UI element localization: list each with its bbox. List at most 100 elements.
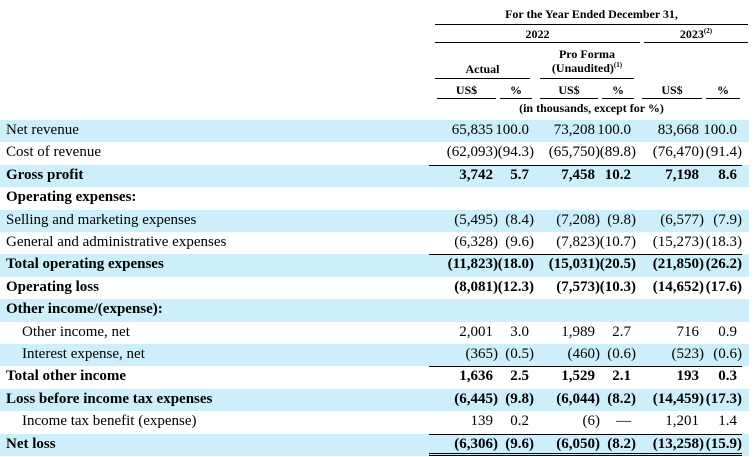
actual-header: Actual	[465, 62, 500, 76]
rule	[429, 433, 498, 435]
rule	[435, 42, 640, 43]
rule	[634, 454, 704, 456]
value-cell: (0.6)	[713, 346, 742, 362]
rule	[642, 98, 702, 99]
value-cell: 100.0	[495, 122, 529, 138]
row-label: Total other income	[6, 368, 126, 385]
rule	[698, 452, 742, 454]
table-row: Cost of revenue (62,093) (94.3) (65,750) (89…	[0, 142, 749, 164]
rule	[594, 452, 636, 454]
value-cell: 1,529	[561, 368, 595, 385]
row-label: Cost of revenue	[6, 144, 101, 161]
table-row: Total other income 1,636 2.5 1,529 2.1 193 0.3	[0, 366, 749, 388]
table-row: Operating loss (8,081) (12.3) (7,573) (10.3)…	[0, 277, 749, 299]
column-header: %	[717, 83, 729, 97]
pro-forma-header: Pro Forma	[558, 47, 616, 61]
table-row: Other income, net 2,001 3.0 1,989 2.7 716 0.9	[0, 322, 749, 344]
value-cell: (15.9)	[705, 435, 742, 452]
units-note: (in thousands, except for %)	[519, 101, 664, 115]
row-label: Total operating expenses	[6, 256, 164, 273]
value-cell: 2,001	[459, 323, 493, 340]
table-row: Income tax benefit (expense) 139 0.2 (6) — 1,…	[0, 411, 749, 433]
rule	[634, 366, 704, 368]
value-cell: (5,495)	[454, 211, 498, 228]
value-cell: (11,823)	[447, 256, 498, 273]
row-label: Interest expense, net	[22, 346, 145, 362]
rule	[429, 452, 498, 454]
table-row: Loss before income tax expenses (6,445) (9…	[0, 388, 749, 412]
rule	[532, 164, 600, 166]
rule	[500, 98, 532, 99]
rule	[698, 366, 742, 368]
rule	[634, 452, 704, 454]
value-cell: (14,459)	[652, 390, 704, 407]
value-cell: 1,989	[561, 323, 595, 340]
value-cell: —	[616, 413, 631, 430]
row-label: Operating loss	[6, 278, 99, 295]
rule	[698, 454, 742, 456]
rule	[492, 254, 534, 256]
row-label: Net loss	[6, 435, 56, 452]
value-cell: (15,273)	[652, 234, 704, 250]
value-cell: 1,636	[459, 368, 493, 385]
rule	[492, 164, 534, 166]
value-cell: 1,201	[665, 413, 699, 430]
value-cell: 3.0	[510, 323, 529, 340]
row-label: Income tax benefit (expense)	[22, 413, 197, 430]
value-cell: (523)	[671, 346, 705, 362]
note: (1)	[613, 61, 623, 69]
rule	[644, 42, 748, 43]
row-label: Net revenue	[6, 122, 79, 138]
column-header: US$	[661, 83, 683, 97]
table-row: Selling and marketing expenses (5,495) (8.…	[0, 209, 749, 232]
column-header: %	[510, 83, 522, 97]
value-cell: (8.4)	[505, 211, 534, 228]
rule	[634, 164, 704, 166]
rule	[532, 454, 600, 456]
table-row: Interest expense, net (365) (0.5) (460) (0.6…	[0, 344, 749, 367]
row-label: Selling and marketing expenses	[6, 211, 197, 228]
table-row: Operating expenses:	[0, 187, 749, 209]
value-cell: 5.7	[510, 166, 529, 183]
value-cell: (26.2)	[705, 256, 742, 273]
value-cell: 0.3	[718, 368, 737, 385]
value-cell: (7.9)	[713, 211, 742, 228]
rule	[634, 433, 704, 435]
table-row: Net loss (6,306) (9.6) (6,050) (8.2) (13,258)…	[0, 433, 749, 456]
value-cell: (7,823)	[556, 234, 600, 250]
rule	[532, 366, 600, 368]
value-cell: (17.6)	[705, 278, 742, 295]
rule	[429, 254, 498, 256]
value-cell: (91.4)	[705, 144, 742, 161]
value-cell: 2.1	[612, 368, 631, 385]
value-cell: (18.3)	[705, 234, 742, 250]
value-cell: 100.0	[703, 122, 737, 138]
rule	[698, 254, 742, 256]
value-cell: 10.2	[604, 166, 631, 183]
value-cell: (12.3)	[497, 278, 534, 295]
rule	[492, 454, 534, 456]
row-label: General and administrative expenses	[6, 234, 227, 250]
rule	[492, 433, 534, 435]
value-cell: 83,668	[657, 122, 699, 138]
rule	[437, 98, 496, 99]
value-cell: (8.2)	[607, 390, 636, 407]
value-cell: (10.3)	[599, 278, 636, 295]
value-cell: (15,031)	[548, 256, 600, 273]
value-cell: (18.0)	[497, 256, 534, 273]
value-cell: (14,652)	[652, 278, 704, 295]
column-header: %	[612, 83, 624, 97]
rule	[698, 164, 742, 166]
rule	[698, 433, 742, 435]
rule	[492, 452, 534, 454]
table-row: General and administrative expenses (6,32…	[0, 232, 749, 254]
rule	[435, 78, 530, 79]
value-cell: (7,208)	[556, 211, 600, 228]
row-label: Gross profit	[6, 166, 84, 183]
value-cell: 3,742	[459, 166, 493, 183]
rule	[429, 454, 498, 456]
table-row: Other income/(expense):	[0, 299, 749, 322]
rule	[540, 98, 598, 99]
year-header: 2022	[525, 27, 550, 41]
